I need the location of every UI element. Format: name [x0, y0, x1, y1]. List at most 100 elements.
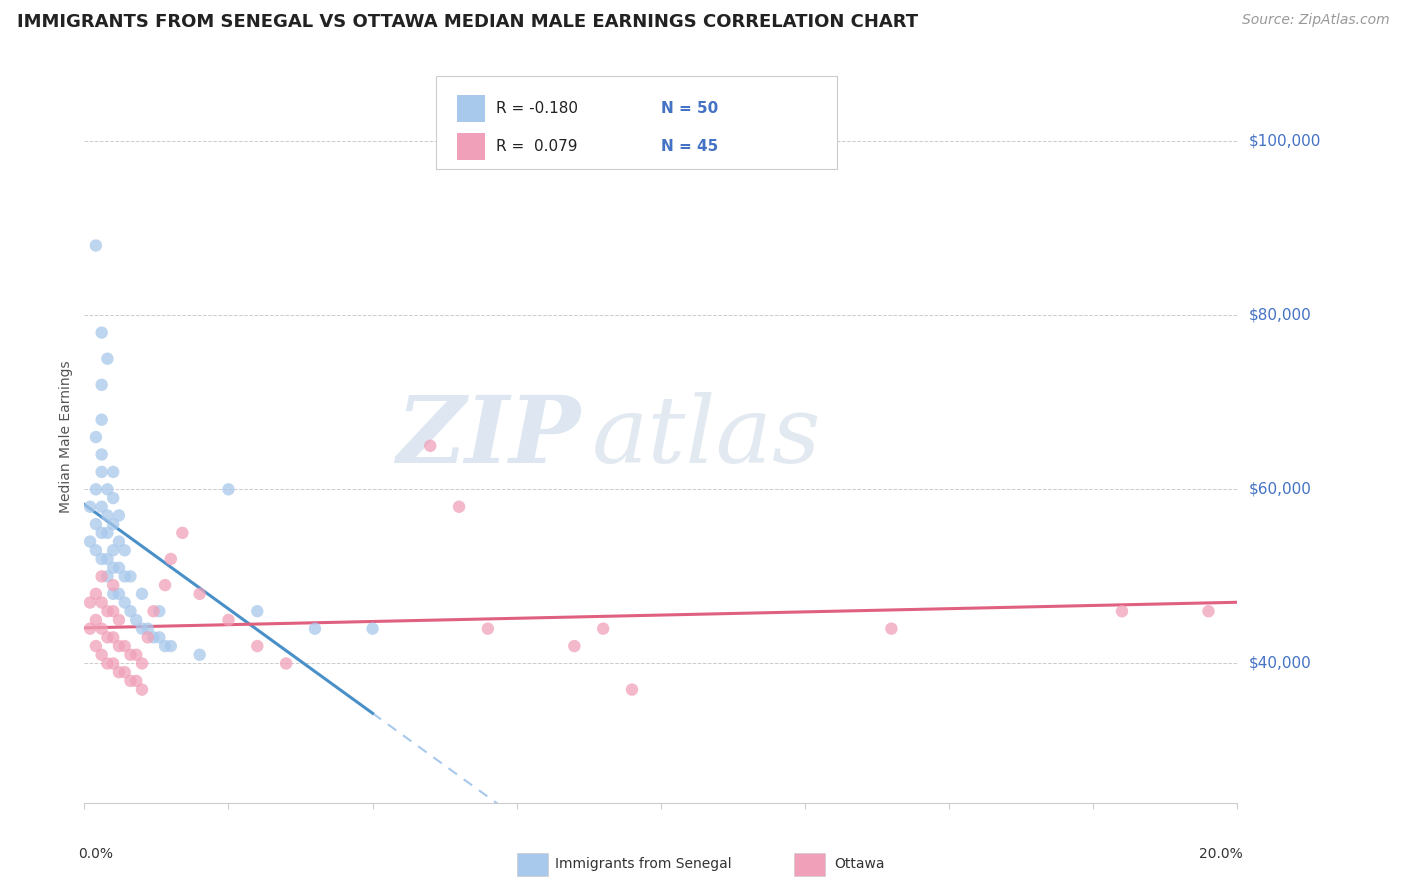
Point: [1111, 604, 1133, 618]
Point: [84, 517, 107, 532]
Text: atlas: atlas: [592, 392, 821, 482]
Text: $40,000: $40,000: [1249, 656, 1312, 671]
Point: [84, 430, 107, 444]
Text: N = 45: N = 45: [661, 139, 718, 154]
Point: [142, 631, 165, 645]
Point: [84, 483, 107, 497]
Point: [108, 508, 131, 523]
Point: [90, 412, 112, 426]
Point: [90, 326, 112, 340]
Point: [103, 491, 124, 505]
Point: [90, 465, 112, 479]
Point: [246, 604, 269, 618]
Point: [148, 631, 170, 645]
Point: [90, 622, 112, 636]
Point: [103, 604, 124, 618]
Text: $100,000: $100,000: [1249, 134, 1320, 149]
Point: [90, 377, 112, 392]
Point: [114, 665, 136, 680]
Point: [120, 604, 142, 618]
Point: [131, 682, 153, 697]
Point: [131, 622, 153, 636]
Point: [172, 525, 194, 540]
Point: [103, 578, 124, 592]
Point: [148, 604, 170, 618]
Point: [131, 587, 153, 601]
Point: [108, 587, 131, 601]
Point: [79, 595, 101, 609]
Point: [96, 508, 118, 523]
Point: [79, 622, 101, 636]
Point: [79, 534, 101, 549]
Point: [108, 639, 131, 653]
Point: [96, 657, 118, 671]
Text: $60,000: $60,000: [1249, 482, 1312, 497]
Point: [449, 500, 471, 514]
Y-axis label: Median Male Earnings: Median Male Earnings: [59, 360, 73, 514]
Point: [96, 483, 118, 497]
Point: [419, 439, 441, 453]
Point: [136, 631, 159, 645]
Point: [103, 587, 124, 601]
Point: [188, 587, 211, 601]
Text: N = 50: N = 50: [661, 101, 718, 116]
Point: [361, 622, 384, 636]
Point: [564, 639, 586, 653]
Point: [160, 552, 183, 566]
Point: [592, 622, 614, 636]
Point: [136, 622, 159, 636]
Point: [188, 648, 211, 662]
Point: [108, 560, 131, 574]
Point: [276, 657, 298, 671]
Point: [120, 648, 142, 662]
Point: [90, 500, 112, 514]
Point: [114, 595, 136, 609]
Point: [120, 673, 142, 688]
Text: ZIP: ZIP: [396, 392, 581, 482]
Text: 0.0%: 0.0%: [79, 847, 114, 861]
Point: [96, 552, 118, 566]
Point: [96, 525, 118, 540]
Point: [84, 238, 107, 252]
Text: R = -0.180: R = -0.180: [496, 101, 578, 116]
Point: [477, 622, 499, 636]
Point: [120, 569, 142, 583]
Point: [103, 631, 124, 645]
Point: [125, 673, 148, 688]
Point: [90, 552, 112, 566]
Point: [218, 483, 240, 497]
Point: [103, 465, 124, 479]
Text: Ottawa: Ottawa: [834, 857, 884, 871]
Point: [142, 604, 165, 618]
Point: [103, 657, 124, 671]
Text: Source: ZipAtlas.com: Source: ZipAtlas.com: [1241, 13, 1389, 28]
Point: [108, 665, 131, 680]
Point: [153, 639, 176, 653]
Point: [304, 622, 326, 636]
Point: [218, 613, 240, 627]
Text: $80,000: $80,000: [1249, 308, 1312, 323]
Point: [108, 534, 131, 549]
Point: [84, 543, 107, 558]
Point: [131, 657, 153, 671]
Point: [90, 595, 112, 609]
Point: [160, 639, 183, 653]
Point: [90, 569, 112, 583]
Point: [1198, 604, 1220, 618]
Point: [84, 613, 107, 627]
Point: [103, 517, 124, 532]
Point: [90, 648, 112, 662]
Point: [621, 682, 644, 697]
Point: [103, 543, 124, 558]
Text: 20.0%: 20.0%: [1199, 847, 1243, 861]
Point: [96, 569, 118, 583]
Point: [90, 448, 112, 462]
Point: [125, 648, 148, 662]
Point: [114, 639, 136, 653]
Point: [96, 631, 118, 645]
Point: [84, 639, 107, 653]
Point: [103, 560, 124, 574]
Point: [114, 569, 136, 583]
Point: [90, 525, 112, 540]
Text: R =  0.079: R = 0.079: [496, 139, 578, 154]
